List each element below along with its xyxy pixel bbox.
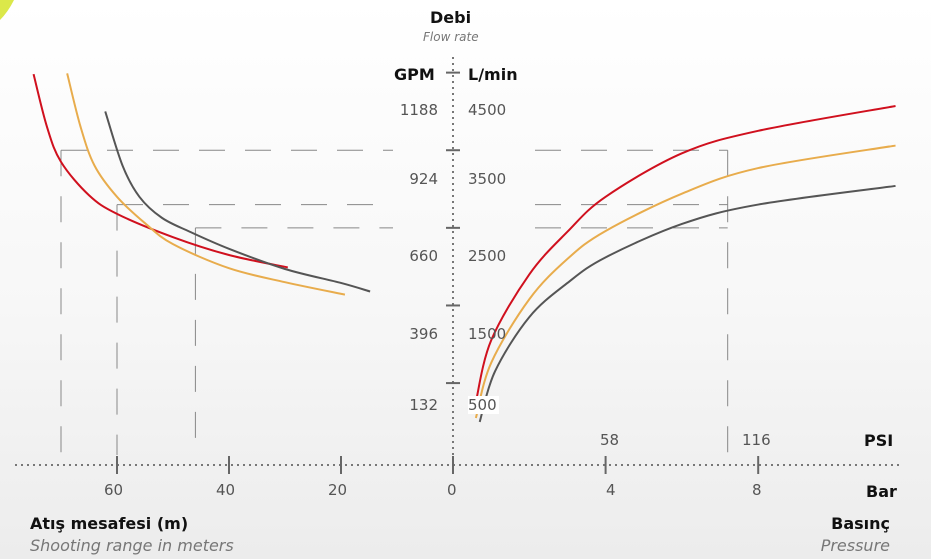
bar-tick-label: 4 <box>606 481 616 499</box>
psi-unit-label: PSI <box>864 431 893 450</box>
range-tick-label: 40 <box>216 481 235 499</box>
gpm-tick-label: 396 <box>380 325 438 343</box>
psi-tick-label: 116 <box>742 431 771 449</box>
range-series-line <box>67 73 345 294</box>
lmin-tick-label: 1500 <box>468 325 506 343</box>
gpm-tick-label: 660 <box>380 247 438 265</box>
lmin-tick-label: 500 <box>468 396 499 414</box>
lmin-unit-label: L/min <box>468 65 518 84</box>
range-tick-label: 0 <box>447 481 457 499</box>
range-series-line <box>105 111 370 291</box>
lmin-tick-label: 4500 <box>468 101 506 119</box>
range-tick-label: 20 <box>328 481 347 499</box>
chart-subtitle: Flow rate <box>423 30 479 44</box>
lmin-tick-label: 3500 <box>468 170 506 188</box>
gpm-tick-label: 1188 <box>380 101 438 119</box>
range-series-line <box>34 74 288 267</box>
pressure-axis-subtitle: Pressure <box>700 536 890 555</box>
range-axis-subtitle: Shooting range in meters <box>30 536 234 555</box>
lmin-tick-label: 2500 <box>468 247 506 265</box>
gpm-tick-label: 924 <box>380 170 438 188</box>
pressure-series-line <box>480 186 896 422</box>
psi-tick-label: 58 <box>600 431 619 449</box>
pressure-series-line <box>476 146 896 418</box>
range-tick-label: 60 <box>104 481 123 499</box>
bar-tick-label: 8 <box>752 481 762 499</box>
gpm-tick-label: 132 <box>380 396 438 414</box>
bar-unit-label: Bar <box>866 482 897 501</box>
range-axis-title: Atış mesafesi (m) <box>30 514 188 533</box>
pressure-axis-title: Basınç <box>700 514 890 533</box>
gpm-unit-label: GPM <box>394 65 435 84</box>
chart-title: Debi <box>430 8 471 27</box>
